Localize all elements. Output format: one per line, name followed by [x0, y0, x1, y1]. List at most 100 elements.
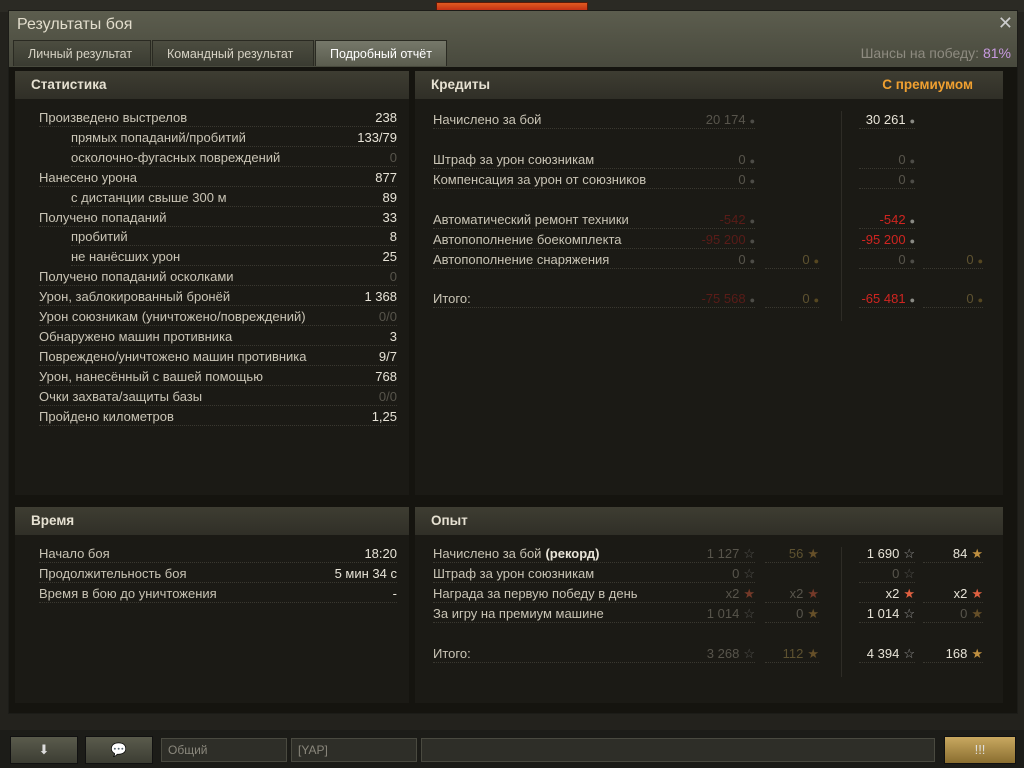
notification-icon: !!! — [974, 742, 986, 757]
stat-value: 0/0 — [378, 309, 397, 324]
xp-header: Опыт — [415, 507, 1003, 535]
credits-value: 0 ● — [802, 290, 819, 309]
chat-button[interactable]: 💬 — [85, 736, 153, 764]
stat-label: не нанёсших урон — [71, 249, 181, 265]
xp-row-label: Награда за первую победу в день — [433, 585, 745, 603]
xp-amount: 84 — [952, 546, 968, 561]
notifications-button[interactable]: !!! — [944, 736, 1016, 764]
credits-value: 0 ● — [802, 251, 819, 270]
xp-panel: Опыт Начислено за бой (рекорд) 1 127 ☆ 56 ★ 1 … — [415, 507, 1003, 703]
stat-label: Урон, нанесённый с вашей помощью — [39, 368, 263, 384]
credits-row-label: Начислено за бой — [433, 111, 745, 129]
x2-star-icon: ★ — [903, 585, 915, 601]
credits-value: -75 568 ● — [701, 290, 755, 309]
credits-label: Компенсация за урон от союзников — [433, 171, 647, 187]
tab-team[interactable]: Командный результат — [152, 40, 314, 66]
xp-cell: 0 ☆ — [433, 565, 755, 583]
chat-icon: 💬 — [110, 742, 128, 757]
stat-value: 9/7 — [378, 348, 397, 364]
stat-row: Урон, заблокированный бронёй 1 368 — [39, 288, 397, 307]
credits-amount: -65 481 — [861, 291, 906, 307]
credits-amount: 0 — [802, 251, 810, 267]
credits-cell: 30 261 ● — [859, 111, 915, 129]
stat-row: прямых попаданий/пробитий 133/79 — [71, 129, 397, 147]
credits-cell: -95 200 ● — [859, 231, 915, 249]
stat-row: Повреждено/уничтожено машин противника 9/… — [39, 348, 397, 366]
credits-value: 30 261 ● — [866, 111, 915, 130]
xp-row-label: Штраф за урон союзникам — [433, 565, 745, 583]
win-chance: Шансы на победу: 81% — [861, 45, 1011, 61]
stat-value: 0 — [389, 269, 397, 285]
xp-amount: 1 014 — [706, 605, 740, 621]
xp-cell: x2 ★ — [923, 585, 983, 603]
tab-personal[interactable]: Личный результат — [13, 40, 151, 66]
tab-detailed[interactable]: Подробный отчёт — [315, 40, 447, 66]
credits-cell: 0 ● — [859, 171, 915, 189]
xp-label: Награда за первую победу в день — [433, 585, 638, 601]
credits-amount: 0 — [898, 151, 906, 167]
credits-amount: 0 — [898, 251, 906, 267]
credits-value: 0 ● — [738, 171, 755, 190]
stat-value: 1,25 — [371, 408, 397, 424]
xp-star-icon: ☆ — [743, 546, 755, 561]
credits-cell: 0 ● — [859, 151, 915, 169]
xp-amount: 1 014 — [866, 605, 900, 621]
credits-amount: 0 — [738, 171, 746, 187]
channel-general[interactable]: Общий — [161, 738, 287, 762]
xp-cell: x2 ★ — [859, 585, 915, 603]
xp-value: 56 ★ — [789, 545, 819, 563]
xp-value: 84 ★ — [953, 545, 983, 563]
credits-value: -95 200 ● — [861, 231, 915, 250]
xp-value: 0 ★ — [960, 605, 983, 623]
credits-value: 0 ● — [898, 251, 915, 270]
credits-value: 20 174 ● — [706, 111, 755, 130]
credits-label: Начислено за бой — [433, 112, 542, 127]
credits-cell: 0 ● — [923, 251, 983, 269]
stat-value: 0/0 — [378, 388, 397, 404]
credits-header: Кредиты С премиумом — [415, 71, 1003, 99]
silver-coin-icon: ● — [749, 175, 755, 186]
xp-star-icon: ☆ — [743, 605, 755, 621]
credits-row-label: Компенсация за урон от союзников — [433, 171, 745, 189]
credits-panel: Кредиты С премиумом Начислено за бой 20 17… — [415, 71, 1003, 495]
x2-star-icon: ★ — [743, 585, 755, 601]
xp-value: x2 ★ — [886, 585, 915, 603]
silver-coin-icon: ● — [909, 215, 915, 226]
gold-coin-icon: ● — [977, 295, 983, 306]
xp-value: 0 ☆ — [892, 565, 915, 583]
time-row: Продолжительность боя 5 мин 34 с — [39, 565, 397, 583]
xp-cell: 1 690 ☆ — [859, 545, 915, 563]
stat-row: осколочно-фугасных повреждений 0 — [71, 149, 397, 167]
xp-value: x2 ★ — [790, 585, 819, 603]
credits-cell: 0 ● — [923, 290, 983, 309]
xp-star-icon: ☆ — [743, 645, 755, 661]
free-xp-icon: ★ — [807, 645, 819, 661]
xp-value: x2 ★ — [726, 585, 755, 603]
close-icon[interactable]: ✕ — [997, 13, 1013, 33]
silver-coin-icon: ● — [749, 255, 755, 266]
xp-amount: 0 — [796, 605, 804, 621]
xp-cell: 1 127 ☆ — [433, 545, 755, 563]
silver-coin-icon: ● — [909, 116, 915, 126]
x2-star-icon: ★ — [807, 585, 819, 601]
stat-label: Произведено выстрелов — [39, 110, 188, 125]
stat-row: Произведено выстрелов 238 — [39, 109, 397, 127]
xp-value: 1 690 ☆ — [867, 545, 915, 563]
xp-cell: 0 ☆ — [859, 565, 915, 583]
xp-value: 3 268 ☆ — [707, 645, 755, 663]
xp-cell: x2 ★ — [765, 585, 819, 603]
credits-label: Итого: — [433, 291, 471, 307]
xp-cell: 168 ★ — [923, 645, 983, 663]
channel-clan[interactable]: [YAP] — [291, 738, 417, 762]
xp-label: Штраф за урон союзникам — [433, 565, 595, 581]
xp-value: 168 ★ — [946, 645, 983, 663]
stats-header: Статистика — [15, 71, 409, 99]
xp-value: 1 014 ☆ — [707, 605, 755, 623]
time-header: Время — [15, 507, 409, 535]
xp-cell: 84 ★ — [923, 545, 983, 563]
stat-row: Урон, нанесённый с вашей помощью 768 — [39, 368, 397, 386]
chat-input[interactable] — [421, 738, 935, 762]
xp-row-label: Итого: — [433, 645, 745, 663]
menu-button[interactable]: ⬇ — [10, 736, 78, 764]
time-value: 18:20 — [364, 546, 397, 561]
